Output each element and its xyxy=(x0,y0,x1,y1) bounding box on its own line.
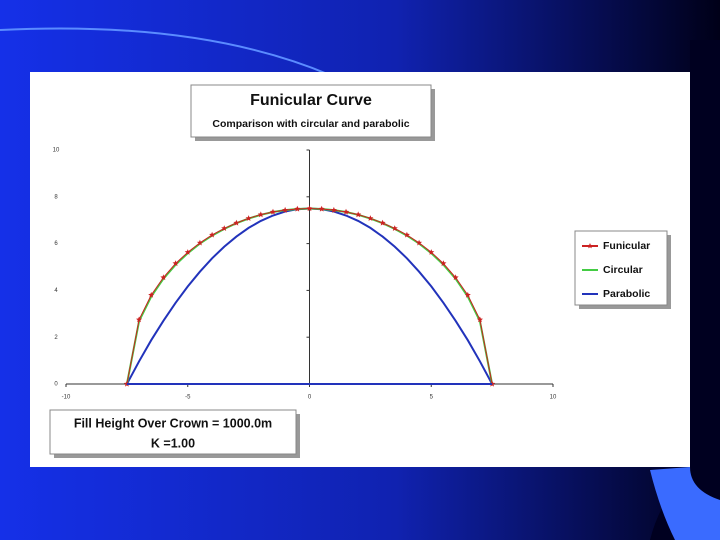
star-marker xyxy=(282,206,289,213)
star-marker xyxy=(136,316,143,323)
annotation-box xyxy=(49,409,297,455)
star-marker xyxy=(489,380,496,387)
legend-marker xyxy=(587,243,593,249)
y-tick-label: 4 xyxy=(54,288,58,294)
star-marker xyxy=(294,205,301,212)
y-tick-label: 6 xyxy=(54,241,58,247)
decor-band xyxy=(650,40,720,540)
star-marker xyxy=(245,215,252,221)
annotation: K =1.00 xyxy=(151,436,195,450)
star-marker xyxy=(123,380,130,387)
star-marker xyxy=(452,274,459,281)
legend: Funicular Circular Parabolic xyxy=(582,240,650,300)
star-marker xyxy=(221,225,228,231)
legend-label: Circular xyxy=(603,264,643,276)
annotation: Fill Height Over Crown = 1000.0m xyxy=(74,416,272,430)
star-marker xyxy=(367,215,374,221)
decor-curve xyxy=(0,27,331,76)
star-marker xyxy=(343,208,350,215)
star-marker xyxy=(184,249,191,255)
legend-label: Funicular xyxy=(603,240,650,252)
star-marker xyxy=(172,260,179,267)
star-marker xyxy=(355,211,362,218)
star-marker xyxy=(269,208,276,215)
plot: -10 -5 0 5 10 0 2 4 6 8 10 xyxy=(53,148,557,401)
star-marker xyxy=(391,225,398,231)
star-marker xyxy=(257,211,264,218)
star-marker xyxy=(379,219,386,226)
chart-subtitle: Comparison with circular and parabolic xyxy=(212,118,409,130)
star-marker xyxy=(403,231,410,238)
star-marker xyxy=(330,206,337,213)
x-tick-label: 0 xyxy=(308,395,312,401)
legend-label: Parabolic xyxy=(603,288,650,300)
y-tick-label: 10 xyxy=(53,148,60,154)
x-tick-label: 10 xyxy=(550,395,557,401)
x-tick-label: -5 xyxy=(185,395,191,401)
x-tick-label: 5 xyxy=(430,395,434,401)
chart-title: Funicular Curve xyxy=(250,92,372,109)
y-tick-label: 8 xyxy=(54,194,58,200)
star-marker xyxy=(440,260,447,267)
title-box xyxy=(190,84,432,138)
star-marker xyxy=(209,231,216,238)
star-marker xyxy=(148,291,155,298)
star-marker xyxy=(306,205,313,212)
x-tick-label: -10 xyxy=(62,395,71,401)
y-tick-label: 0 xyxy=(54,382,58,388)
star-marker xyxy=(196,239,203,246)
star-marker xyxy=(160,274,167,281)
star-marker xyxy=(428,249,435,255)
star-marker xyxy=(233,219,240,226)
y-tick-label: 2 xyxy=(54,335,58,341)
decor-shape xyxy=(650,467,720,540)
star-marker xyxy=(318,205,325,212)
star-marker xyxy=(476,316,483,323)
star-marker xyxy=(464,291,471,298)
star-marker xyxy=(416,239,423,246)
legend-box xyxy=(574,230,668,306)
